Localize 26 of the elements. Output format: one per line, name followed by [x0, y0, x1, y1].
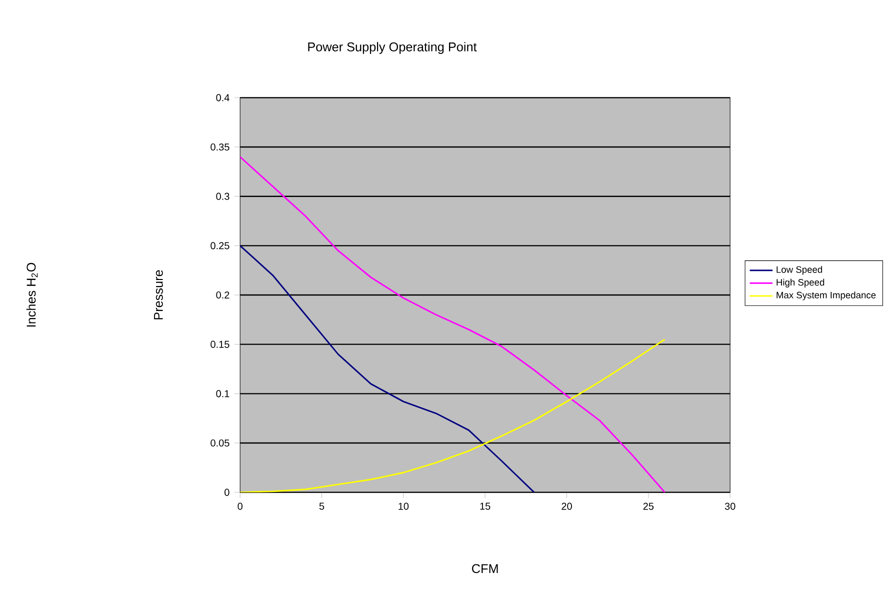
y-tick-label: 0.15 — [210, 340, 230, 348]
y-tick-label: 0.1 — [216, 390, 230, 398]
y-tick-label: 0.3 — [216, 192, 230, 200]
legend-label: High Speed — [776, 278, 824, 288]
x-tick-label: 20 — [562, 502, 572, 510]
x-tick-label: 25 — [643, 502, 654, 510]
y-tick-label: 0.35 — [210, 143, 230, 151]
y-tick-label: 0.25 — [210, 242, 230, 250]
x-tick-label: 10 — [398, 502, 409, 510]
line-series — [240, 338, 666, 492]
y-tick-label: 0.05 — [210, 439, 230, 447]
text: Inches H$_{2}$O — [26, 262, 38, 327]
line-series — [240, 244, 535, 492]
legend-label: Max System Impedance — [776, 292, 876, 300]
x-tick-label: 5 — [319, 502, 324, 510]
y-tick-label: 0 — [224, 488, 230, 496]
y-tick-label: 0.4 — [216, 94, 230, 102]
legend-label: Low Speed — [776, 266, 822, 275]
line-series — [240, 156, 666, 492]
x-tick-label: 0 — [238, 502, 242, 510]
x-axis-title: CFM — [472, 564, 498, 574]
x-tick-label: 30 — [724, 502, 736, 510]
x-tick-label: 15 — [480, 502, 490, 510]
y-tick-label: 0.2 — [216, 291, 230, 299]
y-axis-title: Pressure — [154, 270, 163, 320]
chart-title: Power Supply Operating Point — [308, 42, 477, 54]
